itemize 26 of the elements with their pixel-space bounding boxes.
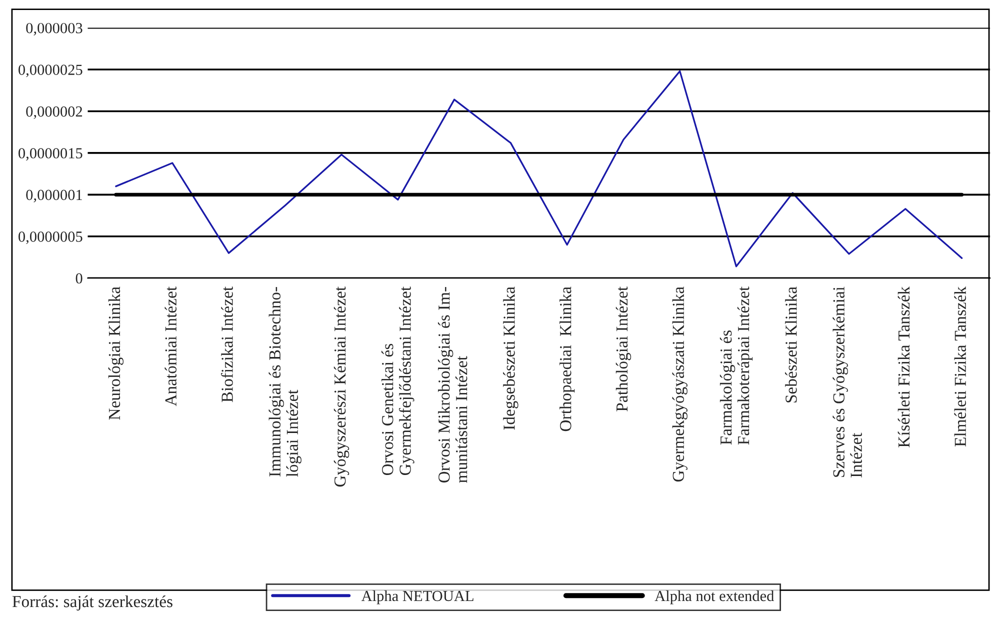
x-tick-label: Orvosi Mikrobiológiai és Im- munitástani Intézet [438, 287, 468, 483]
x-tick-label: Neurológiai Klinika [108, 286, 124, 420]
y-tick-label: 0,0000025 [18, 64, 82, 78]
y-tick-label: 0,0000005 [18, 232, 82, 244]
y-tick-label: 0 [76, 273, 82, 284]
x-tick-label: Kísérleti Fizika Tanszék [898, 286, 910, 448]
legend-label: Alpha NETOUAL [361, 590, 474, 604]
y-tick-label: 0,000003 [26, 22, 82, 36]
legend-label: Alpha not extended [654, 590, 774, 604]
x-tick-label: Immunológiai és Biotechno- lógiai Intézet [268, 287, 302, 477]
x-tick-label: Orthopaediai Klinika [560, 286, 575, 432]
y-tick-label: 0,000001 [26, 190, 82, 202]
x-tick-label: Idegsebészeti Klinika [503, 286, 518, 430]
x-tick-label: Anatómiai Intézet [164, 286, 176, 406]
x-tick-label: Gyógyszerészi Kémiai Intézet [334, 286, 350, 487]
text: Forrás: saját szerkesztés [12, 595, 172, 611]
x-tick-label: Biofizikai Intézet [220, 286, 233, 402]
x-tick-label: Szerves és Gyógyszerkémiai Intézet [832, 286, 862, 478]
x-tick-label: Sebészeti Klinika [785, 286, 797, 402]
x-tick-label: Elméleti Fizika Tanszék [954, 286, 966, 446]
y-tick-label: 0,0000015 [18, 148, 82, 161]
x-tick-label: Farmakológiai és Farmakoterápiai Intézet [720, 286, 753, 445]
x-tick-label: Gyermekgyógyászati Klinika [672, 286, 688, 482]
x-tick-label: Pathológiai Intézet [616, 286, 632, 412]
y-tick-label: 0,000002 [26, 106, 82, 119]
x-tick-label: Orvosi Genetikai és Gyermekfejlődéstani Intézet [381, 286, 414, 476]
